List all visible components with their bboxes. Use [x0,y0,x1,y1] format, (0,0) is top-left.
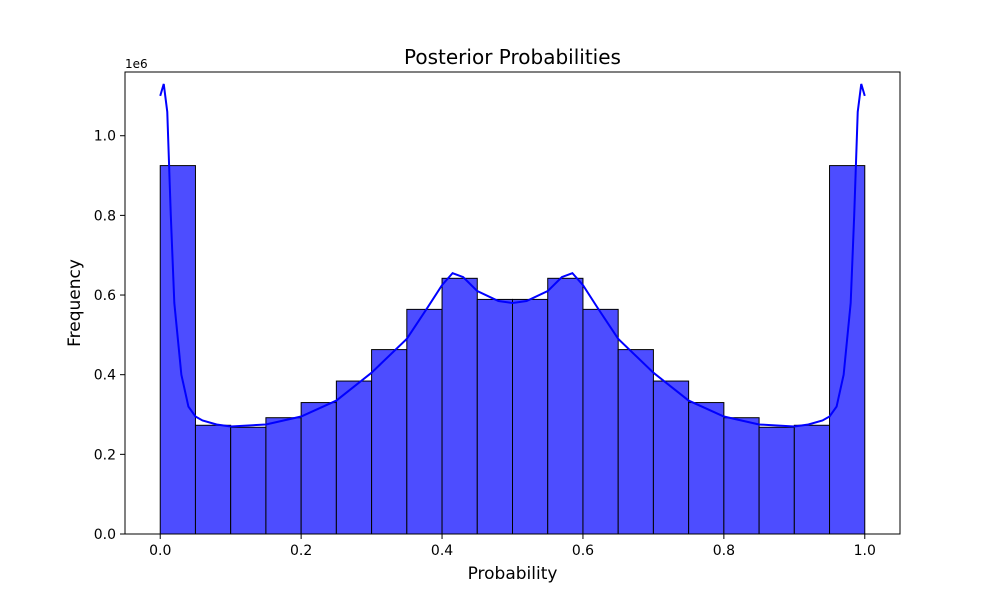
histogram-bar [582,308,619,535]
histogram-bar [476,298,514,535]
y-tick-label: 0.8 [94,208,116,224]
y-tick-label: 0.0 [94,527,116,543]
plot-frame [124,71,901,535]
histogram-bar [617,349,654,535]
histogram-bar [230,426,267,535]
histogram-bar [335,380,373,535]
histogram-bar [194,424,232,535]
histogram-bar [512,298,549,535]
histogram-bar [159,165,196,535]
histogram-bar [371,349,408,535]
x-tick-label: 0.8 [713,543,735,559]
histogram-bar [652,380,690,535]
histogram-bar [300,402,337,535]
y-tick-label: 0.6 [94,288,116,304]
y-axis-label: Frequency [65,259,85,347]
x-tick-label: 0.2 [290,543,312,559]
histogram-bar [688,402,725,535]
histogram-bar [723,417,760,535]
histogram-bar [265,417,302,535]
kde-curve [159,83,866,428]
x-tick-label: 0.4 [431,543,453,559]
y-tick-label: 0.2 [94,447,116,463]
y-axis-ticks: 0.0 0.2 0.4 0.6 0.8 1.0 [94,129,125,543]
histogram-bar [829,165,866,535]
x-axis-label: Probability [468,564,558,584]
chart-title: Posterior Probabilities [404,45,621,69]
histogram-bar [793,424,831,535]
x-axis-ticks: 0.0 0.2 0.4 0.6 0.8 1.0 [149,534,876,559]
histogram-bar [441,277,478,535]
histogram-bar [406,308,443,535]
x-tick-label: 1.0 [854,543,876,559]
histogram-bar [758,426,795,535]
x-tick-label: 0.6 [572,543,594,559]
x-tick-label: 0.0 [149,543,171,559]
bar-series [159,165,866,535]
histogram-bar [547,277,584,535]
y-tick-label: 0.4 [94,368,116,384]
y-axis-offset-label: 1e6 [125,57,148,71]
y-tick-label: 1.0 [94,129,116,145]
